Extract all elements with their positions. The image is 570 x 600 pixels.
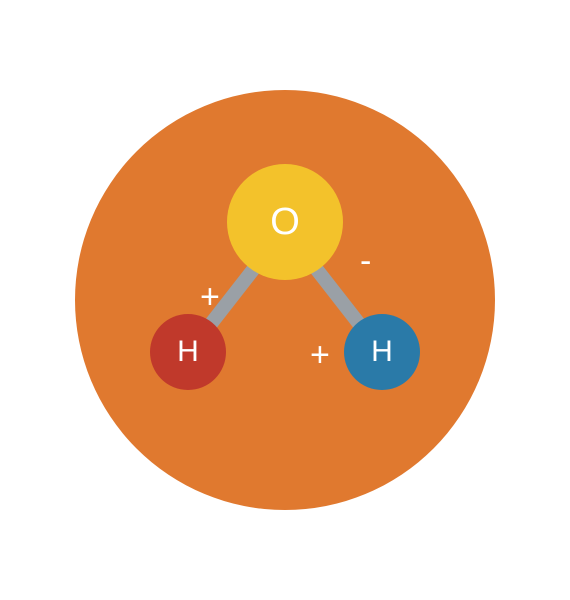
plus-sign-left: + [200,280,220,314]
icon-background-circle [75,90,495,510]
hydrogen-left-label: H [177,337,199,367]
minus-sign: - [360,244,371,278]
molecule-icon: O H H + + - [0,0,570,600]
hydrogen-atom-left: H [150,314,226,390]
hydrogen-atom-right: H [344,314,420,390]
plus-sign-mid: + [310,338,330,372]
hydrogen-right-label: H [371,337,393,367]
oxygen-atom: O [227,164,343,280]
oxygen-label: O [270,203,300,241]
